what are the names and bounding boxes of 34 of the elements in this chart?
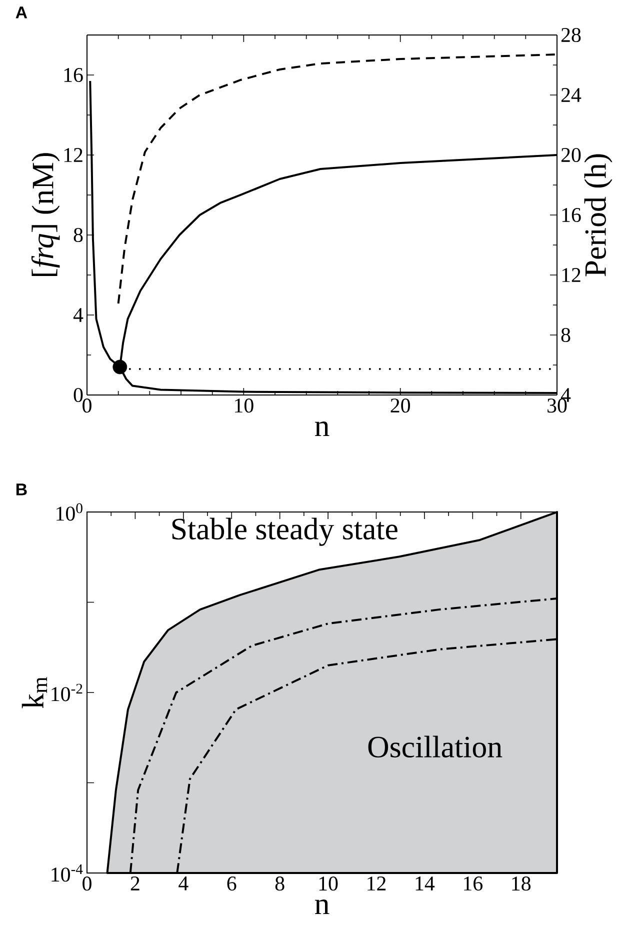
y-tick-label: 4 [73, 308, 84, 322]
y-tick-label: 0 [74, 388, 83, 402]
y2-axis-title: Period (h) [584, 154, 612, 276]
x-tick-label: 20 [390, 398, 410, 413]
y-tick-label: 8 [74, 228, 83, 242]
y2-tick-label: 8 [561, 328, 570, 342]
y2-tick-label: 28 [561, 28, 581, 42]
y-tick-label: 10$^{-4}$ [52, 864, 83, 882]
y-tick-label: 16 [64, 68, 83, 82]
y-tick-label: 10$^{0}$ [56, 503, 82, 521]
y2-tick-label: 16 [562, 208, 581, 222]
chart-title: B [16, 484, 27, 496]
x-tick-label: 8 [275, 876, 284, 891]
x-axis-title: n [314, 899, 330, 914]
y2-tick-label: 12 [562, 268, 580, 282]
x-tick-label: 18 [512, 876, 531, 891]
annotation: Stable steady state [172, 518, 398, 546]
chart-title: A [16, 6, 28, 18]
x-tick-label: 4 [178, 876, 188, 890]
y2-tick-label: 24 [561, 88, 582, 102]
x-tick-label: 10 [319, 876, 338, 891]
x-tick-label: 2 [130, 876, 140, 890]
x-tick-label: 12 [368, 876, 386, 890]
annotation: Oscillation [368, 736, 502, 758]
x-axis-title: n [314, 421, 330, 436]
x-tick-label: 14 [416, 876, 435, 890]
y-axis-title: [frq] (nM) [31, 153, 60, 276]
y-tick-label: 12 [64, 148, 82, 162]
x-tick-label: 16 [464, 876, 482, 891]
y2-tick-label: 20 [561, 148, 581, 162]
y-axis-title: k$_{m}$ [22, 676, 48, 708]
y-tick-label: 10$^{-2}$ [52, 684, 82, 702]
x-tick-label: 10 [235, 398, 254, 413]
x-tick-label: 6 [227, 876, 236, 891]
